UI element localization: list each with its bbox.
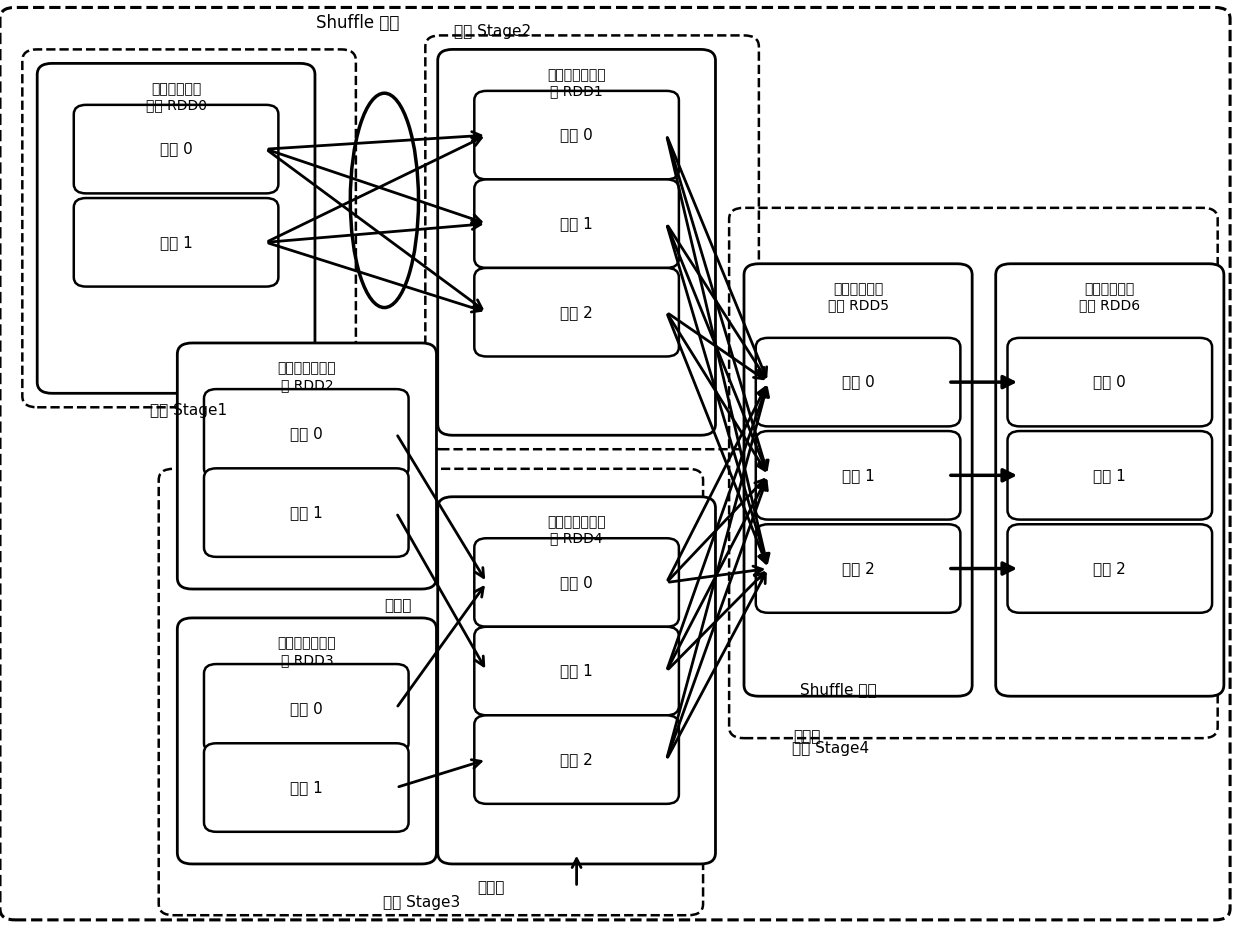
Text: 分区 1: 分区 1 <box>160 235 192 250</box>
Text: 分区 0: 分区 0 <box>560 128 593 143</box>
Text: 窄依赖: 窄依赖 <box>477 880 505 895</box>
Text: 分区 1: 分区 1 <box>290 505 322 520</box>
FancyBboxPatch shape <box>1007 431 1213 520</box>
Text: Shuffle 过程: Shuffle 过程 <box>800 682 877 697</box>
Text: 弹性分布式数据
集 RDD2: 弹性分布式数据 集 RDD2 <box>278 362 336 391</box>
Text: 分区 1: 分区 1 <box>842 468 874 483</box>
FancyBboxPatch shape <box>37 63 315 393</box>
FancyBboxPatch shape <box>177 618 436 864</box>
Text: 阶段 Stage2: 阶段 Stage2 <box>454 24 531 39</box>
Text: 弹性分布式数
据集 RDD0: 弹性分布式数 据集 RDD0 <box>145 82 207 112</box>
Text: 阶段 Stage3: 阶段 Stage3 <box>383 895 460 910</box>
Text: 分区 0: 分区 0 <box>290 701 322 716</box>
Text: 分区 0: 分区 0 <box>1094 375 1126 390</box>
Text: 弹性分布式数据
集 RDD3: 弹性分布式数据 集 RDD3 <box>278 637 336 666</box>
Text: 弹性分布式数据
集 RDD4: 弹性分布式数据 集 RDD4 <box>547 515 606 545</box>
Text: 分区 0: 分区 0 <box>842 375 874 390</box>
FancyBboxPatch shape <box>755 338 960 427</box>
Text: 分区 0: 分区 0 <box>160 142 192 157</box>
FancyBboxPatch shape <box>438 49 715 435</box>
Text: 阶段 Stage4: 阶段 Stage4 <box>792 741 869 756</box>
FancyBboxPatch shape <box>474 716 680 803</box>
Text: 分区 2: 分区 2 <box>560 752 593 767</box>
FancyBboxPatch shape <box>1007 338 1213 427</box>
Text: 阶段 Stage1: 阶段 Stage1 <box>150 403 227 418</box>
FancyBboxPatch shape <box>438 497 715 864</box>
FancyBboxPatch shape <box>474 179 680 268</box>
Text: 分区 1: 分区 1 <box>560 216 593 231</box>
Text: 宽依赖: 宽依赖 <box>794 729 821 744</box>
FancyBboxPatch shape <box>203 664 408 753</box>
Text: 弹性分布式数
据集 RDD6: 弹性分布式数 据集 RDD6 <box>1079 282 1141 312</box>
FancyBboxPatch shape <box>996 264 1224 696</box>
FancyBboxPatch shape <box>203 744 408 831</box>
Text: 分区 0: 分区 0 <box>560 575 593 590</box>
Text: 宽依赖: 宽依赖 <box>384 598 412 613</box>
FancyBboxPatch shape <box>755 524 960 613</box>
FancyBboxPatch shape <box>474 91 680 179</box>
FancyBboxPatch shape <box>474 626 680 716</box>
FancyBboxPatch shape <box>474 539 680 626</box>
Text: 分区 2: 分区 2 <box>1094 561 1126 576</box>
Text: 弹性分布式数
据集 RDD5: 弹性分布式数 据集 RDD5 <box>827 282 889 312</box>
FancyBboxPatch shape <box>203 390 408 477</box>
FancyBboxPatch shape <box>73 199 278 287</box>
FancyBboxPatch shape <box>1007 524 1213 613</box>
FancyBboxPatch shape <box>744 264 972 696</box>
Text: Shuffle 过程: Shuffle 过程 <box>316 14 399 32</box>
FancyBboxPatch shape <box>474 268 680 357</box>
Text: 分区 1: 分区 1 <box>1094 468 1126 483</box>
Text: 分区 2: 分区 2 <box>560 305 593 320</box>
FancyBboxPatch shape <box>755 431 960 520</box>
Text: 分区 0: 分区 0 <box>290 426 322 441</box>
FancyBboxPatch shape <box>203 468 408 557</box>
Text: 分区 1: 分区 1 <box>290 780 322 795</box>
FancyBboxPatch shape <box>177 343 436 589</box>
Text: 分区 2: 分区 2 <box>842 561 874 576</box>
Text: 弹性分布式数据
集 RDD1: 弹性分布式数据 集 RDD1 <box>547 68 606 98</box>
Text: 分区 1: 分区 1 <box>560 664 593 678</box>
FancyBboxPatch shape <box>73 105 278 194</box>
